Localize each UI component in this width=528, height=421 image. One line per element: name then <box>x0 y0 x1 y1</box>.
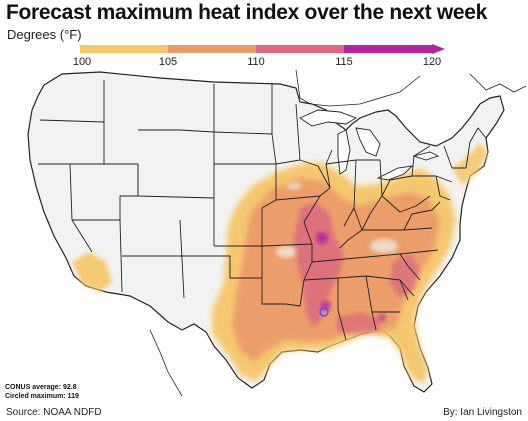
circled-maximum-marker <box>319 307 329 317</box>
chart-title: Forecast maximum heat index over the nex… <box>6 1 488 24</box>
legend-unit-label: Degrees (°F) <box>7 27 82 42</box>
legend-tick-110: 110 <box>247 56 265 68</box>
lake-michigan <box>337 129 351 175</box>
heat-zone-115-georgia <box>378 314 386 322</box>
heat-shading <box>72 142 488 384</box>
heat-zone-110-east <box>390 254 420 298</box>
heat-zone-110-gulf <box>336 312 380 334</box>
legend-tick-115: 115 <box>335 56 353 68</box>
legend-bin-105-110 <box>168 45 256 53</box>
neighbor-land-outline <box>149 69 527 397</box>
heat-zone-100-northeast <box>452 142 488 186</box>
us-heat-index-map <box>27 69 527 397</box>
legend-tick-120: 120 <box>422 56 442 68</box>
cool-pocket-iowa <box>287 182 301 190</box>
heat-zone-100-southwest <box>72 252 112 292</box>
legend-tick-105: 105 <box>158 56 178 68</box>
author-credit: By: Ian Livingston <box>443 407 522 418</box>
source-credit: Source: NOAA NDFD <box>6 407 102 418</box>
lake-huron <box>355 127 381 157</box>
state-borders <box>38 80 487 341</box>
legend-arrow <box>432 44 445 54</box>
legend-bin-115-120 <box>344 45 432 53</box>
lake-superior <box>299 109 358 127</box>
cool-pocket-kansas <box>276 246 296 258</box>
lake-ontario <box>412 151 440 161</box>
legend-bin-100-105 <box>80 45 168 53</box>
heat-zone-115-illinois <box>316 232 328 244</box>
heat-zone-115-mississippi <box>321 301 331 311</box>
cool-pocket-appalachia <box>370 239 398 253</box>
great-lakes <box>299 109 440 181</box>
legend-tick-100: 100 <box>72 56 92 68</box>
lake-erie <box>376 165 414 181</box>
heat-zone-110 <box>294 202 344 328</box>
circled-maximum-label: Circled maximum: 119 <box>5 392 79 400</box>
conus-average-label: CONUS average: 92.8 <box>5 384 77 391</box>
stats-box: CONUS average: 92.8 Circled maximum: 119 <box>5 384 79 401</box>
legend-bin-110-115 <box>256 45 344 53</box>
